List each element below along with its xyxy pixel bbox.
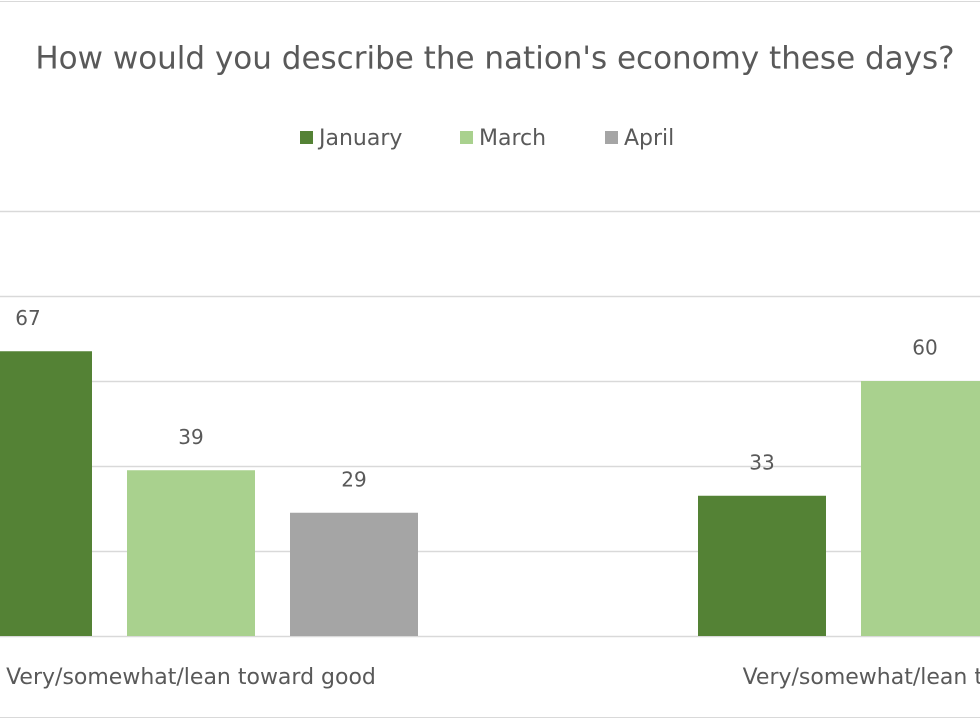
data-label: 60 [912, 336, 937, 360]
x-tick-label: Very/somewhat/lean toward good [6, 665, 376, 690]
chart-title: How would you describe the nation's econ… [35, 41, 954, 77]
legend-label: January [317, 126, 402, 151]
data-label: 39 [178, 425, 203, 449]
legend-swatch [605, 131, 618, 144]
bar [127, 470, 255, 636]
data-label: 33 [749, 450, 774, 474]
x-tick-label: Very/somewhat/lean toward poor [743, 665, 980, 690]
legend-swatch [460, 131, 473, 144]
bar [861, 381, 980, 636]
bar [0, 351, 92, 636]
legend-label: March [479, 126, 546, 151]
legend-swatch [300, 131, 313, 144]
legend-label: April [624, 126, 674, 151]
bar [290, 512, 418, 636]
bar [698, 495, 826, 636]
data-label: 67 [15, 306, 40, 330]
data-label: 29 [341, 467, 366, 491]
